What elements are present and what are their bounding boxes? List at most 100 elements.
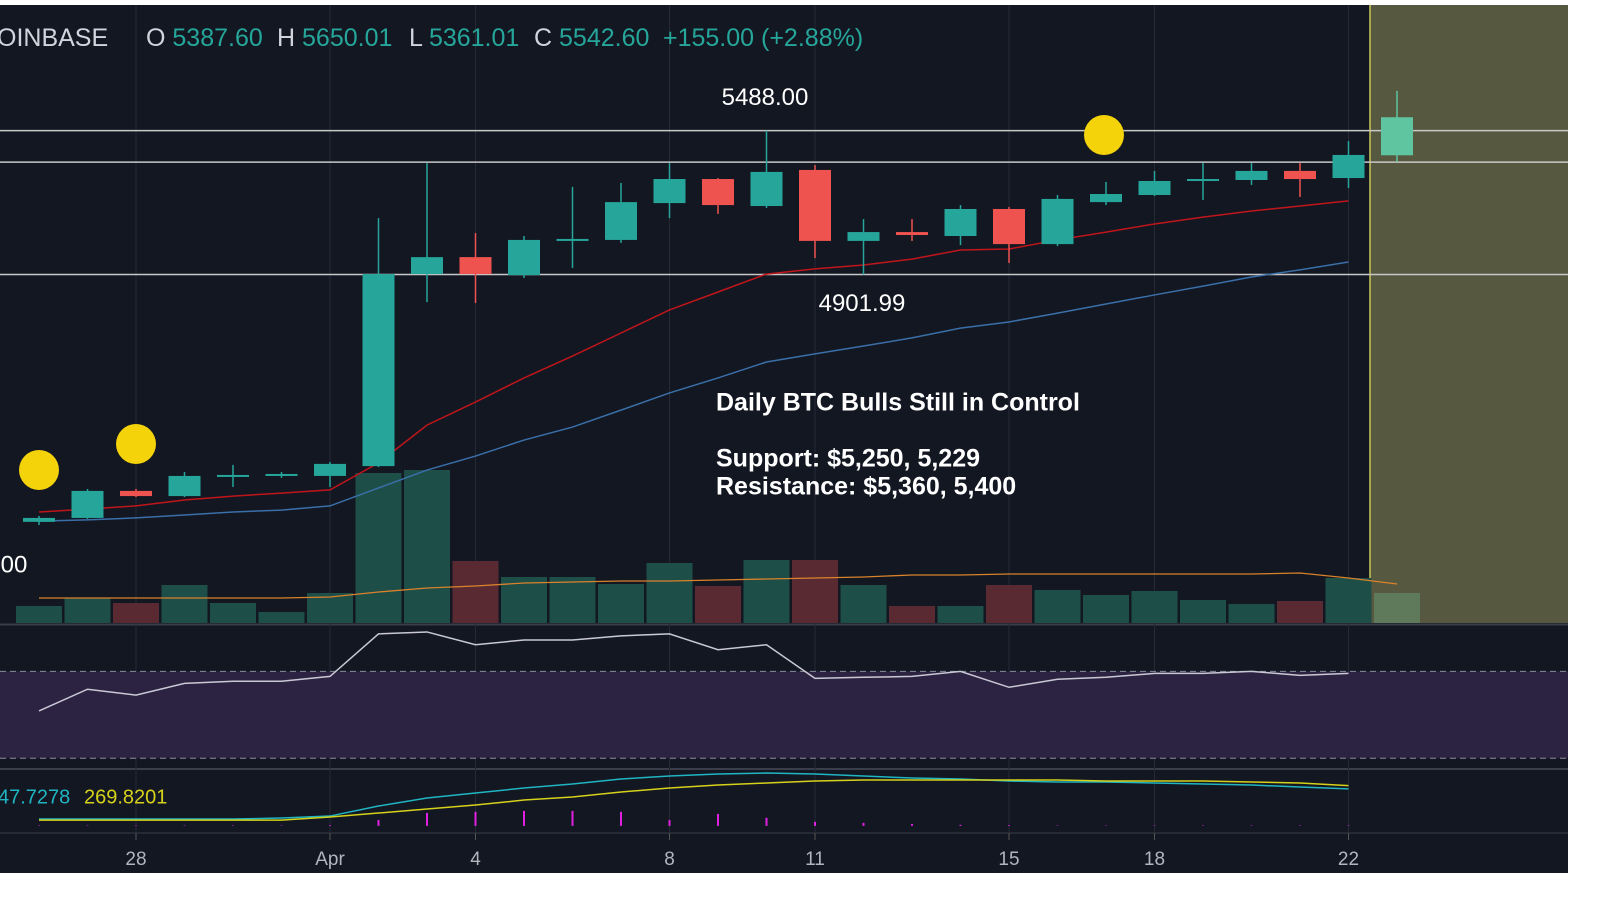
- level-label: 5488.00: [722, 84, 809, 111]
- candle-body: [702, 179, 734, 206]
- candle-body: [1187, 179, 1219, 182]
- low-value: 5361.01: [429, 24, 519, 52]
- candle-body: [944, 208, 977, 237]
- indicator-line: [39, 772, 1349, 820]
- candle-body: [362, 274, 395, 467]
- close-value: 5542.60: [559, 24, 649, 52]
- x-tick-label: 22: [1338, 849, 1359, 870]
- candle-body: [168, 475, 201, 497]
- candle-body: [605, 202, 637, 240]
- volume-bar: [258, 612, 305, 623]
- low-key: L: [409, 24, 423, 52]
- volume-bar: [598, 584, 644, 623]
- candle-body: [71, 490, 104, 518]
- volume-bar: [1277, 601, 1323, 623]
- indicator-value: 269.8201: [84, 786, 167, 808]
- candle-body: [993, 208, 1025, 245]
- volume-bar: [646, 563, 693, 623]
- candle-body: [120, 490, 152, 497]
- rsi-band: [0, 671, 1568, 759]
- signal-dot: [116, 424, 156, 464]
- annotation: Resistance: $5,360, 5,400: [716, 473, 1016, 501]
- candle-body: [653, 179, 686, 204]
- change: +155.00 (+2.88%): [663, 24, 863, 52]
- candle-body: [314, 463, 346, 476]
- signal-dot: [1084, 115, 1124, 155]
- candle-body: [217, 474, 249, 477]
- volume-bar: [549, 577, 596, 623]
- candle-body: [750, 171, 783, 207]
- plot-area: 5488.00 4901.99 Daily BTC Bulls Still in C…: [0, 5, 1568, 840]
- candle-body: [556, 238, 589, 241]
- volume-bar: [986, 585, 1032, 623]
- volume-bar: [501, 577, 547, 623]
- ohlc-header: OINBASE O 5387.60 H 5650.01 L 5361.01 C …: [0, 24, 863, 52]
- candle-body: [847, 232, 880, 241]
- candle-body: [1235, 170, 1268, 181]
- candle-body: [1041, 198, 1074, 245]
- x-tick-label: 11: [805, 849, 825, 870]
- volume-bar: [1131, 591, 1178, 623]
- candle-body: [265, 473, 298, 476]
- x-tick-label: 18: [1144, 849, 1165, 870]
- volume-bar: [16, 606, 62, 623]
- open-value: 5387.60: [172, 24, 262, 52]
- candle-body: [1138, 180, 1171, 195]
- candle-body: [508, 239, 540, 276]
- volume-bar: [1180, 600, 1226, 623]
- volume-bar: [113, 603, 159, 623]
- x-tick-label: Apr: [315, 849, 345, 870]
- volume-bar: [1374, 593, 1420, 623]
- moving-average: [38, 261, 1349, 522]
- candle-body: [1090, 194, 1122, 203]
- volume-bar: [1325, 578, 1372, 623]
- volume-bar: [937, 606, 984, 623]
- candle-body: [1381, 117, 1413, 156]
- level-label: 4901.99: [819, 290, 906, 317]
- volume-bar: [840, 585, 887, 623]
- rsi-line: [38, 631, 1349, 712]
- candle-body: [896, 232, 928, 236]
- volume-bar: [355, 473, 402, 623]
- candle-body: [1284, 170, 1316, 180]
- volume-bar: [1083, 595, 1129, 623]
- candle-body: [459, 257, 492, 275]
- x-tick-label: 8: [664, 849, 675, 870]
- exchange: OINBASE: [0, 24, 108, 52]
- high-key: H: [277, 24, 295, 52]
- markers: [19, 115, 1124, 490]
- indicator-value: 47.7278: [0, 786, 70, 808]
- candle-body: [23, 517, 55, 522]
- close-key: C: [534, 24, 552, 52]
- candle-body: [411, 257, 443, 275]
- highlight-region: [1370, 5, 1568, 623]
- volume-bar: [64, 598, 111, 623]
- volume-ma: [39, 572, 1398, 599]
- moving-average: [38, 200, 1349, 513]
- x-tick-label: 28: [125, 849, 146, 870]
- volume-bar: [210, 603, 256, 623]
- volume-bar: [307, 593, 353, 623]
- volume-bar: [792, 560, 838, 623]
- open-key: O: [146, 24, 165, 52]
- volume-bar: [161, 585, 208, 623]
- volume-bar: [452, 561, 499, 623]
- annotation: Daily BTC Bulls Still in Control: [716, 389, 1080, 417]
- volume-bar: [695, 586, 741, 623]
- annotation: Support: $5,250, 5,229: [716, 445, 980, 473]
- x-tick-label: 15: [998, 849, 1019, 870]
- high-value: 5650.01: [302, 24, 392, 52]
- candle-body: [799, 169, 831, 241]
- volume-bar: [1034, 590, 1081, 623]
- signal-dot: [19, 450, 59, 490]
- volume-bar: [404, 470, 450, 623]
- annotation: .00: [0, 551, 27, 578]
- candle-body: [1332, 154, 1365, 179]
- volume-bar: [743, 560, 790, 623]
- x-tick-label: 4: [470, 849, 481, 870]
- volume-bar: [1228, 604, 1275, 623]
- indicator-line: [39, 779, 1349, 821]
- volume-bar: [889, 606, 935, 623]
